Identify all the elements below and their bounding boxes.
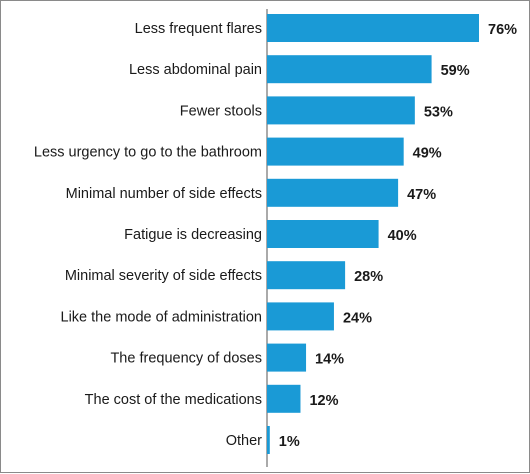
category-label: Fewer stools [180,103,262,119]
bar [267,261,346,290]
value-label: 28% [354,269,383,285]
bar [267,137,404,166]
bar [267,426,270,454]
value-label: 40% [388,228,417,244]
bar [267,343,307,372]
value-label: 47% [407,187,436,203]
value-label: 49% [413,146,442,162]
value-label: 76% [488,22,517,38]
value-label: 24% [343,310,372,326]
category-label: Minimal severity of side effects [65,268,262,284]
value-label: 59% [441,63,470,79]
value-label: 14% [315,352,344,368]
value-label: 1% [279,434,300,450]
value-label: 53% [424,104,453,120]
category-label: The frequency of doses [110,351,262,367]
bar [267,55,432,84]
value-label: 12% [309,393,338,409]
bar [267,302,334,331]
category-label: Less abdominal pain [129,62,262,78]
category-label: Less urgency to go to the bathroom [34,145,262,161]
category-label: The cost of the medications [85,392,262,408]
category-label: Less frequent flares [135,21,262,37]
category-label: Other [226,433,262,449]
bar [267,220,379,248]
bar [267,178,399,207]
category-label: Like the mode of administration [61,309,263,325]
category-label: Fatigue is decreasing [124,227,262,243]
bar [267,384,301,413]
category-label: Minimal number of side effects [66,186,262,202]
bar [267,14,479,42]
bar [267,96,415,125]
